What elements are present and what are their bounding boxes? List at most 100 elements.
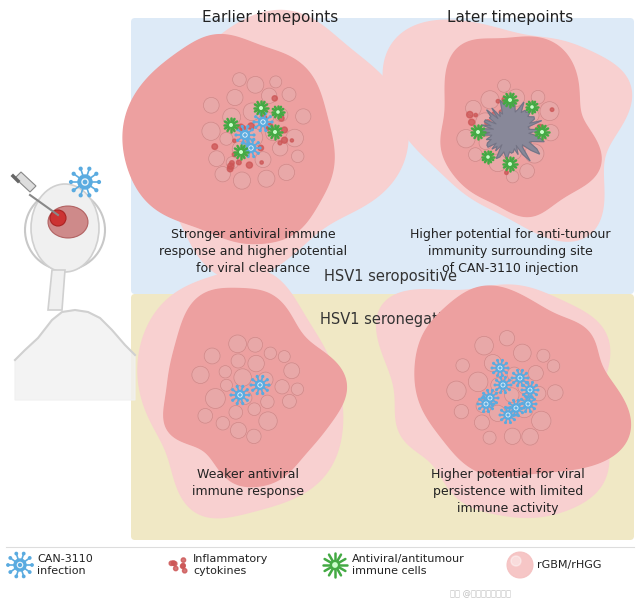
Circle shape — [232, 152, 236, 156]
Circle shape — [509, 422, 511, 423]
Circle shape — [212, 144, 218, 149]
Circle shape — [516, 385, 518, 387]
Circle shape — [521, 399, 522, 400]
Circle shape — [269, 126, 271, 128]
Circle shape — [483, 431, 496, 444]
Circle shape — [17, 562, 22, 568]
Circle shape — [507, 367, 509, 369]
Circle shape — [506, 413, 509, 417]
Circle shape — [262, 121, 264, 123]
Polygon shape — [376, 285, 610, 518]
Text: Antiviral/antitumour
immune cells: Antiviral/antitumour immune cells — [352, 554, 465, 576]
Circle shape — [497, 375, 499, 376]
Circle shape — [504, 428, 520, 445]
Circle shape — [231, 354, 245, 368]
Circle shape — [483, 411, 484, 413]
Circle shape — [514, 419, 515, 420]
Circle shape — [529, 389, 531, 391]
Circle shape — [282, 394, 296, 408]
Circle shape — [522, 412, 524, 414]
Circle shape — [525, 396, 526, 397]
Circle shape — [507, 367, 522, 381]
Circle shape — [82, 179, 88, 185]
Circle shape — [476, 399, 489, 413]
Circle shape — [255, 381, 264, 390]
Circle shape — [513, 415, 515, 416]
Circle shape — [241, 130, 250, 140]
Circle shape — [522, 370, 524, 371]
Circle shape — [262, 393, 264, 394]
Circle shape — [19, 564, 22, 567]
Circle shape — [530, 411, 531, 413]
Circle shape — [534, 408, 535, 410]
Circle shape — [180, 564, 185, 568]
Circle shape — [232, 389, 234, 391]
FancyBboxPatch shape — [131, 18, 634, 294]
Circle shape — [492, 399, 493, 400]
Circle shape — [525, 382, 527, 384]
Circle shape — [504, 411, 512, 419]
Circle shape — [516, 370, 518, 371]
Circle shape — [525, 411, 526, 413]
Circle shape — [232, 72, 246, 86]
Circle shape — [233, 139, 236, 143]
Circle shape — [219, 365, 232, 378]
Circle shape — [540, 101, 559, 121]
Circle shape — [50, 210, 66, 226]
Circle shape — [527, 378, 529, 379]
Circle shape — [228, 335, 246, 353]
Circle shape — [527, 397, 529, 399]
Circle shape — [83, 181, 86, 184]
Circle shape — [262, 376, 264, 378]
Circle shape — [505, 171, 508, 175]
Circle shape — [523, 143, 527, 146]
Circle shape — [230, 394, 232, 396]
Circle shape — [477, 403, 479, 405]
Circle shape — [500, 419, 502, 420]
Circle shape — [484, 355, 502, 372]
Polygon shape — [138, 269, 342, 518]
Polygon shape — [383, 21, 632, 241]
Circle shape — [282, 127, 287, 133]
Circle shape — [522, 385, 524, 387]
Circle shape — [242, 385, 244, 387]
Circle shape — [494, 384, 496, 386]
Circle shape — [259, 112, 261, 114]
Circle shape — [509, 412, 510, 414]
Circle shape — [547, 385, 563, 400]
Circle shape — [447, 381, 466, 400]
Circle shape — [259, 130, 261, 132]
Circle shape — [248, 403, 260, 416]
Circle shape — [543, 124, 559, 141]
Circle shape — [454, 405, 468, 419]
Circle shape — [256, 393, 258, 394]
Circle shape — [220, 132, 233, 146]
Circle shape — [547, 360, 560, 372]
Circle shape — [513, 344, 531, 362]
Circle shape — [487, 122, 493, 128]
Circle shape — [205, 388, 225, 408]
Circle shape — [278, 350, 291, 362]
Circle shape — [513, 382, 515, 384]
Circle shape — [265, 130, 267, 132]
Circle shape — [266, 379, 268, 381]
Circle shape — [282, 137, 287, 143]
Circle shape — [237, 129, 239, 130]
Circle shape — [252, 379, 253, 381]
Circle shape — [509, 389, 510, 391]
Circle shape — [181, 558, 186, 562]
Circle shape — [476, 129, 481, 135]
Circle shape — [506, 170, 519, 183]
Circle shape — [241, 143, 243, 144]
Circle shape — [247, 143, 249, 144]
Circle shape — [509, 98, 511, 101]
Polygon shape — [130, 10, 408, 280]
Circle shape — [259, 412, 277, 430]
Circle shape — [493, 121, 499, 126]
Circle shape — [241, 126, 243, 127]
Circle shape — [499, 330, 515, 346]
Circle shape — [509, 406, 511, 408]
Circle shape — [227, 89, 243, 106]
Circle shape — [510, 384, 512, 386]
Circle shape — [518, 381, 531, 394]
